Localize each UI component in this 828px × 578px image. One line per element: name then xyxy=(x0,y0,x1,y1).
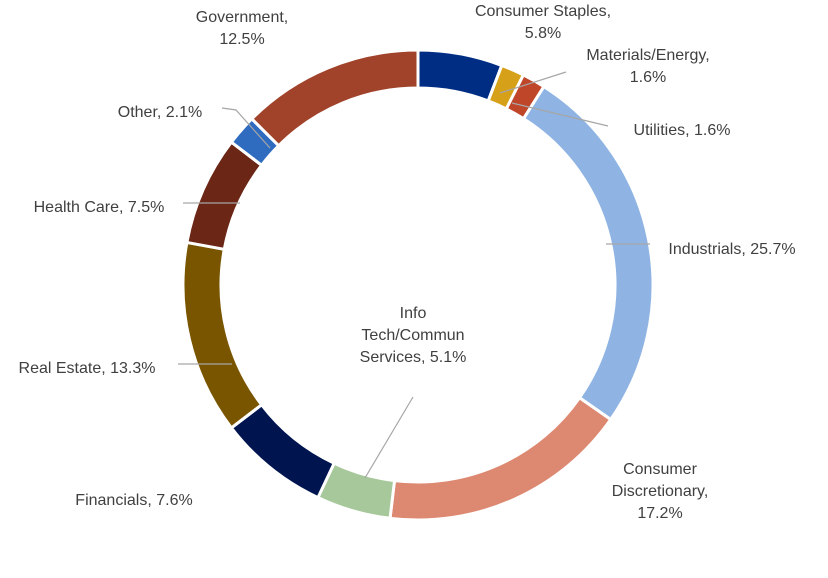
slice-consumer-discretionary xyxy=(388,395,613,522)
data-label-info-tech-commun-services: Info Tech/Commun Services, 5.1% xyxy=(360,305,467,366)
leader-line-other xyxy=(221,107,271,149)
leader-line-materials-energy xyxy=(499,71,567,94)
data-label-government: Government, 12.5% xyxy=(196,9,288,48)
data-label-materials-energy: Materials/Energy, 1.6% xyxy=(586,47,709,86)
data-label-other: Other, 2.1% xyxy=(118,104,203,121)
slice-consumer-staples xyxy=(416,48,504,103)
slice-government xyxy=(249,48,420,148)
data-label-consumer-staples: Consumer Staples, 5.8% xyxy=(475,3,611,42)
data-label-real-estate: Real Estate, 13.3% xyxy=(19,360,156,377)
data-label-health-care: Health Care, 7.5% xyxy=(34,199,165,216)
donut-slices xyxy=(181,48,655,522)
data-label-financials: Financials, 7.6% xyxy=(75,492,192,509)
slice-real-estate xyxy=(181,240,264,430)
slice-financials xyxy=(229,402,337,500)
leader-line-info-tech-commun-services xyxy=(364,396,414,479)
leader-line-utilities xyxy=(511,102,609,127)
data-label-industrials: Industrials, 25.7% xyxy=(668,241,795,258)
data-labels: Consumer Staples, 5.8% Materials/Energy, 1.… xyxy=(19,3,796,522)
leader-lines xyxy=(178,71,650,479)
data-label-utilities: Utilities, 1.6% xyxy=(634,122,731,139)
data-label-consumer-discretionary: Consumer Discretionary, 17.2% xyxy=(612,461,709,522)
